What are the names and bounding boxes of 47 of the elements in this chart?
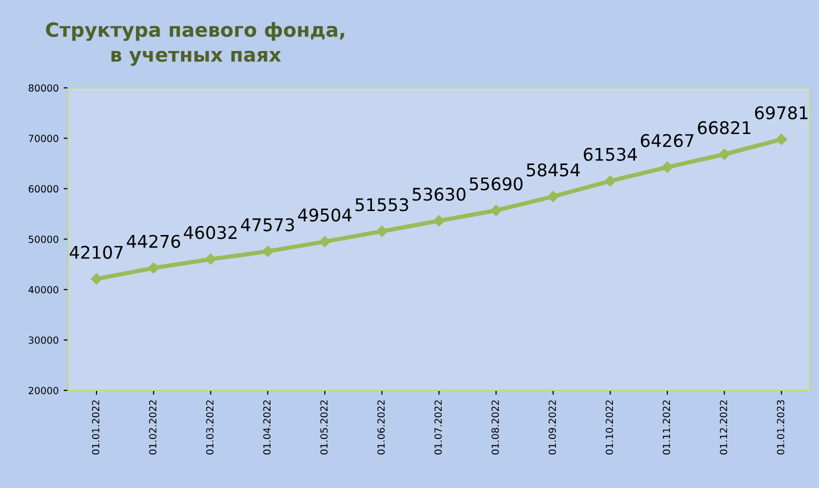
point xyxy=(490,204,502,216)
point xyxy=(433,215,445,226)
point xyxy=(604,175,616,187)
x-tick-label: 01.01.2023 xyxy=(776,400,784,454)
data-label: 49504 xyxy=(298,208,352,222)
y-tick-label: 20000 xyxy=(28,386,58,394)
x-tick-label: 01.07.2022 xyxy=(434,400,442,454)
x-tick-label: 01.10.2022 xyxy=(606,400,614,454)
point xyxy=(319,236,330,248)
point xyxy=(90,273,102,285)
y-tick-label: 40000 xyxy=(28,286,58,294)
x-tick-label: 01.12.2022 xyxy=(720,400,728,454)
x-tick-label: 01.04.2022 xyxy=(263,400,271,454)
x-tick-label: 01.09.2022 xyxy=(548,400,556,454)
x-tick-label: 01.03.2022 xyxy=(206,400,214,454)
y-tick-label: 60000 xyxy=(28,185,58,193)
chart-title: Структура паевого фонда, в учетных паях xyxy=(46,22,344,66)
data-label: 42107 xyxy=(70,246,123,259)
x-tick-label: 01.11.2022 xyxy=(662,400,670,454)
data-label: 69781 xyxy=(755,106,808,120)
point xyxy=(718,148,730,160)
data-label: 55690 xyxy=(470,177,523,190)
y-tick-label: 50000 xyxy=(28,236,58,243)
data-label: 58454 xyxy=(526,163,580,176)
data-label: 47573 xyxy=(240,218,294,232)
y-tick-label: 70000 xyxy=(28,134,58,142)
y-tick-label: 80000 xyxy=(28,84,58,92)
x-tick-label: 01.02.2022 xyxy=(149,400,156,454)
point xyxy=(548,190,559,202)
data-label: 64267 xyxy=(640,134,694,148)
point xyxy=(662,162,673,173)
point xyxy=(776,134,788,145)
data-label: 61534 xyxy=(584,148,637,161)
data-label: 66821 xyxy=(698,121,750,134)
point xyxy=(262,246,274,257)
data-label: 46032 xyxy=(184,226,237,240)
point xyxy=(376,226,388,237)
data-label: 51553 xyxy=(356,198,408,212)
x-tick-label: 01.05.2022 xyxy=(320,400,328,454)
data-label: 53630 xyxy=(412,188,466,201)
x-tick-label: 01.06.2022 xyxy=(377,400,385,454)
point xyxy=(148,262,160,274)
data-label: 44276 xyxy=(126,234,180,248)
x-tick-label: 01.01.2022 xyxy=(92,400,100,454)
x-tick-label: 01.08.2022 xyxy=(492,400,499,454)
point xyxy=(205,254,216,265)
y-tick-label: 30000 xyxy=(28,336,58,344)
